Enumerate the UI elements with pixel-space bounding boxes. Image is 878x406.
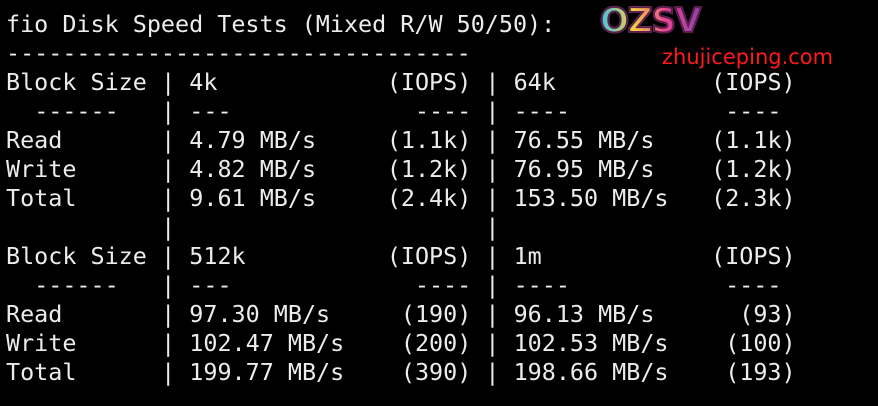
row-label: Total: [6, 184, 77, 212]
speed-value: 199.77 MB/s: [189, 358, 345, 386]
speed-value: 198.66 MB/s: [513, 358, 669, 386]
underline: ----: [513, 271, 570, 299]
iops-label: (IOPS): [386, 68, 472, 96]
block-size-value: 4k: [189, 68, 218, 96]
divider-line: ---------------------------------: [6, 39, 471, 67]
column-separator: |: [161, 184, 176, 212]
row-label: Write: [6, 155, 77, 183]
speed-value: 96.13 MB/s: [513, 300, 655, 328]
title-line: fio Disk Speed Tests (Mixed R/W 50/50):: [6, 10, 556, 38]
underline: ----: [725, 271, 782, 299]
underline: ----: [725, 97, 782, 125]
iops-value: (1.2k): [711, 155, 796, 183]
column-separator: |: [161, 358, 176, 386]
table-row: Total | | 199.77 MB/s (390) 198.66 MB/s (193): [6, 358, 866, 387]
row-label: Read: [6, 300, 63, 328]
iops-value: (100): [725, 329, 796, 357]
iops-label: (IOPS): [711, 68, 796, 96]
iops-value: (190): [400, 300, 472, 328]
block-size-value: 64k: [513, 68, 556, 96]
column-separator: |: [485, 300, 500, 328]
column-separator: |: [161, 126, 176, 154]
ozsv-logo-watermark: OZSV: [599, 1, 702, 41]
column-separator: |: [485, 358, 500, 386]
underline: ----: [414, 97, 472, 125]
row-label: Write: [6, 329, 77, 357]
speed-value: 102.47 MB/s: [189, 329, 345, 357]
speed-value: 76.95 MB/s: [513, 155, 655, 183]
column-separator: |: [161, 68, 176, 96]
block-size-value: 512k: [189, 242, 246, 270]
column-separator: |: [161, 242, 176, 270]
header-underline-row: ------ | | --- ---- ---- ----: [6, 97, 866, 126]
iops-value: (1.1k): [386, 126, 472, 154]
header-underline-row: ------ | | --- ---- ---- ----: [6, 271, 866, 300]
block-size-label: Block Size: [6, 68, 147, 96]
block-size-label: Block Size: [6, 242, 147, 270]
column-separator: |: [485, 242, 500, 270]
column-separator: |: [485, 97, 500, 125]
underline: ----: [414, 271, 472, 299]
spacer-row: | |: [6, 213, 866, 242]
speed-value: 102.53 MB/s: [513, 329, 669, 357]
table-row: Write | | 4.82 MB/s (1.2k) 76.95 MB/s (1.2k): [6, 155, 866, 184]
speed-value: 97.30 MB/s: [189, 300, 331, 328]
column-separator: |: [485, 126, 500, 154]
underline: ----: [513, 97, 570, 125]
speed-value: 4.82 MB/s: [189, 155, 317, 183]
column-separator: |: [485, 184, 500, 212]
underline: ------: [34, 271, 119, 299]
speed-value: 153.50 MB/s: [513, 184, 669, 212]
speed-value: 4.79 MB/s: [189, 126, 317, 154]
underline: ------: [34, 97, 119, 125]
block-size-value: 1m: [513, 242, 542, 270]
iops-value: (193): [725, 358, 796, 386]
speed-value: 76.55 MB/s: [513, 126, 655, 154]
column-separator: |: [161, 97, 176, 125]
column-separator: |: [161, 271, 176, 299]
table-row: Read | | 97.30 MB/s (190) 96.13 MB/s (93): [6, 300, 866, 329]
column-separator: |: [485, 271, 500, 299]
iops-value: (390): [400, 358, 472, 386]
column-separator: |: [485, 213, 500, 241]
iops-value: (1.1k): [711, 126, 796, 154]
underline: ---: [189, 97, 232, 125]
column-separator: |: [485, 68, 500, 96]
row-label: Total: [6, 358, 77, 386]
row-label: Read: [6, 126, 63, 154]
site-watermark: zhujiceping.com: [662, 45, 834, 69]
iops-label: (IOPS): [386, 242, 472, 270]
iops-value: (200): [400, 329, 472, 357]
block-header-row: Block Size | | 512k (IOPS) 1m (IOPS): [6, 242, 866, 271]
speed-value: 9.61 MB/s: [189, 184, 317, 212]
column-separator: |: [485, 329, 500, 357]
column-separator: |: [161, 213, 176, 241]
column-separator: |: [161, 155, 176, 183]
terminal-output: fio Disk Speed Tests (Mixed R/W 50/50): …: [6, 10, 866, 387]
iops-value: (2.3k): [711, 184, 796, 212]
column-separator: |: [485, 155, 500, 183]
table-row: Read | | 4.79 MB/s (1.1k) 76.55 MB/s (1.1k): [6, 126, 866, 155]
column-separator: |: [161, 300, 176, 328]
iops-value: (1.2k): [386, 155, 472, 183]
block-header-row: Block Size | | 4k (IOPS) 64k (IOPS): [6, 68, 866, 97]
table-row: Total | | 9.61 MB/s (2.4k) 153.50 MB/s (2.3k): [6, 184, 866, 213]
underline: ---: [189, 271, 232, 299]
results-table: Block Size | | 4k (IOPS) 64k (IOPS) ------ | | ---…: [6, 68, 866, 387]
table-row: Write | | 102.47 MB/s (200) 102.53 MB/s (100): [6, 329, 866, 358]
iops-value: (93): [739, 300, 796, 328]
iops-value: (2.4k): [386, 184, 472, 212]
iops-label: (IOPS): [711, 242, 796, 270]
column-separator: |: [161, 329, 176, 357]
